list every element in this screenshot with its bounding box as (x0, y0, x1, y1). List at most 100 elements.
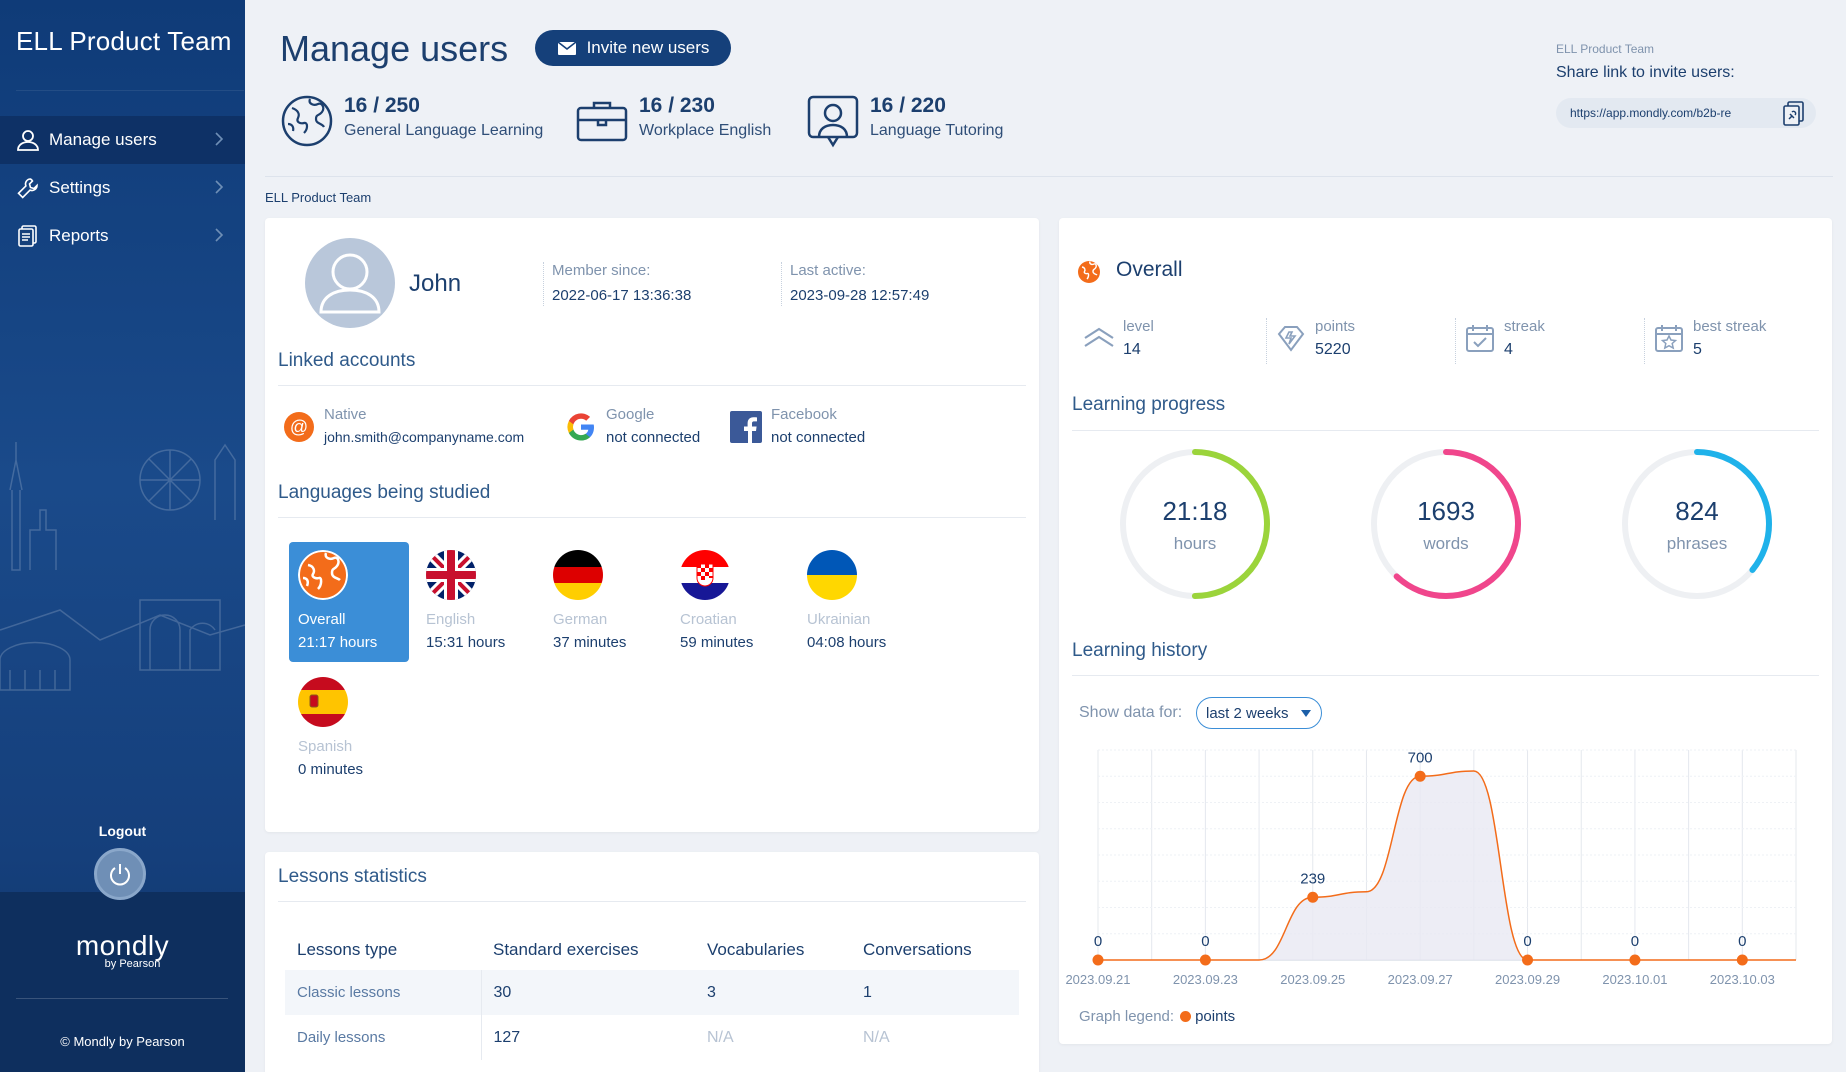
table-header-row: Lessons type Standard exercises Vocabula… (285, 930, 1019, 970)
language-time: 21:17 hours (298, 634, 378, 651)
avatar (305, 238, 395, 328)
language-name: English (426, 611, 476, 628)
data-label: 700 (1408, 749, 1433, 766)
member-since-label: Member since: (552, 262, 651, 279)
language-name: Spanish (298, 738, 353, 755)
data-point (1199, 954, 1211, 966)
croatia-flag-icon (680, 550, 730, 600)
data-point (1307, 891, 1319, 903)
license-count: 16 / 230 (639, 94, 715, 117)
series-area (1098, 771, 1796, 960)
account-google: Google not connected (564, 406, 700, 446)
spain-flag-icon (298, 677, 348, 727)
account-native: @ Native john.smith@companyname.com (282, 406, 524, 445)
stat-label: best streak (1693, 318, 1767, 335)
linked-accounts-title: Linked accounts (278, 350, 416, 371)
ring-label: hours (1173, 534, 1217, 553)
language-english[interactable]: English 15:31 hours (417, 542, 537, 662)
calendar-check-icon (1466, 325, 1494, 352)
germany-flag-icon (553, 550, 603, 600)
invite-users-button[interactable]: Invite new users (535, 30, 731, 66)
globe-icon (281, 95, 333, 147)
copy-link-icon[interactable] (1780, 99, 1808, 127)
data-label: 0 (1094, 933, 1102, 950)
account-type: Native (324, 406, 367, 423)
divider (16, 90, 244, 91)
language-name: Ukrainian (807, 611, 871, 628)
last-active-value: 2023-09-28 12:57:49 (790, 287, 930, 304)
learning-progress-title: Learning progress (1072, 394, 1226, 415)
account-value: not connected (771, 429, 866, 446)
city-skyline-illustration (0, 442, 245, 691)
briefcase-icon (576, 101, 628, 142)
table-row: Daily lessons 127 N/A N/A (285, 1015, 1019, 1060)
table-cell: N/A (863, 1028, 890, 1046)
divider (265, 176, 1833, 177)
ring-value: 824 (1675, 496, 1719, 526)
license-count: 16 / 220 (870, 94, 946, 117)
language-time: 15:31 hours (426, 634, 506, 651)
stat-label: level (1123, 318, 1154, 335)
last-active: Last active: 2023-09-28 12:57:49 (781, 262, 929, 306)
sidebar-item-label: Manage users (49, 130, 157, 149)
member-since-value: 2022-06-17 13:36:38 (552, 287, 692, 304)
license-name: Workplace English (639, 122, 772, 139)
share-link-field[interactable]: https://app.mondly.com/b2b-re (1556, 98, 1816, 128)
x-tick-label: 2023.10.01 (1602, 972, 1667, 987)
stat-value: 4 (1504, 341, 1513, 358)
copyright: © Mondly by Pearson (60, 1034, 185, 1049)
data-label: 0 (1523, 933, 1531, 950)
table-cell: 1 (851, 970, 1019, 1015)
license-tutoring: 16 / 220 Language Tutoring (806, 94, 1003, 148)
data-point (1736, 954, 1748, 966)
sidebar-item-manage-users[interactable]: Manage users (0, 116, 245, 164)
column-header: Conversations (863, 940, 972, 959)
language-german[interactable]: German 37 minutes (544, 542, 664, 662)
stat-label: streak (1504, 318, 1545, 335)
x-tick-label: 2023.09.27 (1388, 972, 1453, 987)
table-cell: Classic lessons (285, 970, 482, 1015)
language-spanish[interactable]: Spanish 0 minutes (289, 669, 409, 789)
globe-orange-icon (298, 550, 348, 600)
last-active-label: Last active: (790, 262, 866, 279)
team-name: ELL Product Team (16, 26, 232, 56)
divider (1644, 318, 1645, 364)
license-count: 16 / 250 (344, 94, 420, 117)
level-chevrons-icon (1084, 327, 1114, 347)
language-name: Overall (298, 611, 346, 628)
series-line (1098, 770, 1796, 961)
uk-flag-icon (422, 546, 480, 604)
breadcrumb: ELL Product Team (265, 190, 372, 205)
document-icon (18, 225, 37, 247)
language-ukrainian[interactable]: Ukrainian 04:08 hours (798, 542, 918, 662)
caret-down-icon (1301, 710, 1311, 717)
lessons-statistics-title: Lessons statistics (278, 866, 427, 887)
language-overall[interactable]: Overall 21:17 hours (289, 542, 409, 662)
calendar-star-icon (1655, 325, 1683, 352)
show-data-label: Show data for: (1079, 704, 1183, 721)
sidebar: ELL Product Team Manage users Settings R… (0, 0, 245, 1072)
license-name: General Language Learning (344, 122, 544, 139)
language-time: 37 minutes (553, 634, 627, 651)
sidebar-item-settings[interactable]: Settings (0, 164, 245, 212)
account-value: john.smith@companyname.com (324, 429, 525, 445)
column-header: Standard exercises (493, 940, 639, 959)
invite-users-label: Invite new users (586, 38, 710, 57)
mondly-logo: mondly (75, 930, 170, 961)
account-value: not connected (606, 429, 701, 446)
legend-swatch (1180, 1011, 1192, 1022)
data-label: 239 (1300, 870, 1325, 887)
user-details-card: John Member since: 2022-06-17 13:36:38 L… (265, 218, 1039, 832)
stat-value: 14 (1123, 341, 1141, 358)
data-point (1522, 954, 1534, 966)
language-croatian[interactable]: Croatian 59 minutes (671, 542, 791, 662)
divider (1072, 430, 1819, 431)
progress-ring-phrases: 824 phrases (1621, 448, 1773, 600)
sidebar-item-reports[interactable]: Reports (0, 212, 245, 260)
google-icon (567, 413, 594, 441)
ring-arc (1622, 449, 1772, 599)
period-select[interactable]: last 2 weeks (1196, 697, 1322, 729)
share-link-text: https://app.mondly.com/b2b-re (1570, 106, 1732, 120)
logout-button[interactable] (94, 848, 146, 900)
account-type: Google (606, 406, 655, 423)
